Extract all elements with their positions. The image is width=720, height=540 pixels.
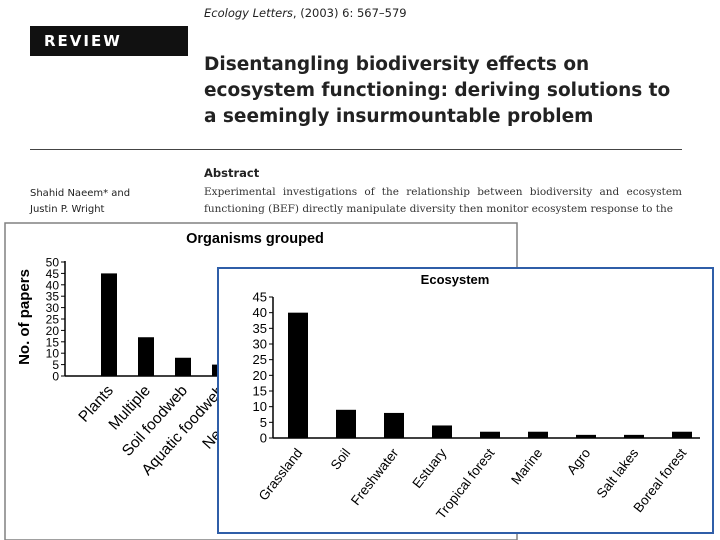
bar-soil-foodweb — [175, 357, 191, 376]
organisms-y-axis-label: No. of papers — [16, 269, 33, 365]
y-tick-label: 20 — [46, 324, 60, 338]
y-tick-label: 5 — [52, 358, 59, 372]
journal-name: Ecology Letters — [204, 6, 293, 20]
bar-marine — [528, 431, 548, 438]
journal-ref: , (2003) 6: 567–579 — [292, 6, 407, 20]
bar-freshwater — [384, 412, 404, 438]
y-tick-label: 10 — [253, 399, 267, 414]
y-tick-label: 25 — [46, 313, 60, 327]
author-line-2: Justin P. Wright — [30, 204, 105, 215]
journal-citation: Ecology Letters, (2003) 6: 567–579 — [204, 6, 407, 20]
y-tick-label: 20 — [253, 368, 267, 383]
bar-boreal-forest — [672, 431, 692, 438]
y-tick-label: 45 — [46, 267, 60, 281]
y-tick-label: 0 — [260, 431, 267, 446]
y-tick-label: 15 — [46, 335, 60, 349]
y-tick-label: 50 — [46, 256, 60, 270]
authors: Shahid Naeem* and Justin P. Wright — [30, 186, 130, 218]
section-label: REVIEW — [30, 26, 188, 56]
y-tick-label: 0 — [52, 370, 59, 384]
bar-plants — [101, 273, 117, 376]
bar-salt-lakes — [624, 434, 644, 438]
y-tick-label: 40 — [253, 305, 267, 320]
y-tick-label: 10 — [46, 347, 60, 361]
bar-multiple — [138, 337, 154, 376]
y-tick-label: 15 — [253, 384, 267, 399]
bar-soil — [336, 409, 356, 438]
author-line-1: Shahid Naeem* and — [30, 188, 131, 199]
y-tick-label: 45 — [253, 290, 267, 305]
y-tick-label: 35 — [46, 290, 60, 304]
paper-title: Disentangling biodiversity effects on ec… — [204, 54, 671, 127]
y-tick-label: 30 — [46, 301, 60, 315]
y-tick-label: 30 — [253, 337, 267, 352]
y-tick-label: 25 — [253, 352, 267, 367]
bar-tropical-forest — [480, 431, 500, 438]
y-tick-label: 35 — [253, 321, 267, 336]
organisms-chart-title: Organisms grouped — [186, 231, 324, 247]
y-tick-label: 5 — [260, 415, 267, 430]
abstract-heading: Abstract — [204, 166, 260, 180]
y-tick-label: 40 — [46, 278, 60, 292]
ecosystem-chart-title: Ecosystem — [421, 272, 490, 287]
bar-grassland — [288, 312, 308, 438]
abstract-text: Experimental investigations of the relat… — [204, 186, 682, 215]
divider-rule — [30, 149, 682, 150]
bar-agro — [576, 434, 596, 438]
bar-estuary — [432, 425, 452, 438]
